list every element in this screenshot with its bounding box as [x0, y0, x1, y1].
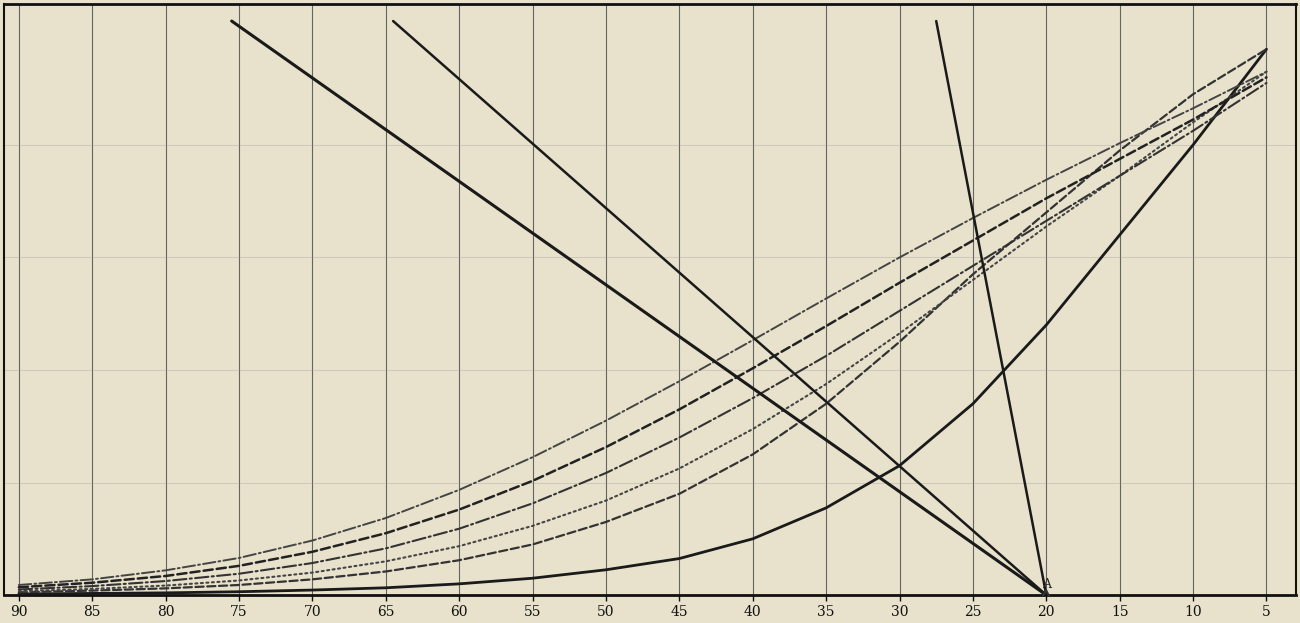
Text: A: A — [1041, 578, 1050, 591]
